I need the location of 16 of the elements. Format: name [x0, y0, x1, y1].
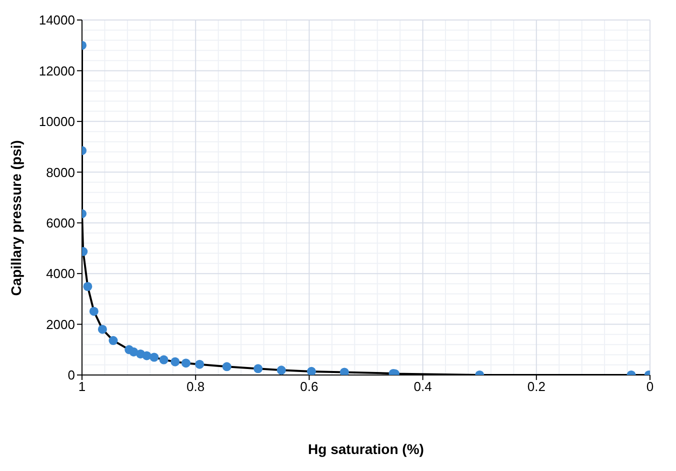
x-tick-label: 1: [78, 379, 86, 394]
y-tick-label: 2000: [46, 316, 75, 332]
y-tick-label: 4000: [46, 266, 75, 282]
y-tick-label: 0: [68, 368, 75, 383]
y-tick-label: 14000: [38, 12, 75, 28]
x-tick-label: 0.6: [300, 379, 318, 394]
x-axis-title: Hg saturation (%): [307, 441, 425, 457]
y-axis-title: Capillary pressure (psi): [8, 140, 24, 296]
x-tick-label: 0: [646, 379, 654, 394]
y-tick-label: 6000: [46, 215, 75, 230]
x-tick-label: 0.4: [414, 379, 432, 394]
x-tick-label: 0.2: [527, 379, 546, 394]
y-tick-label: 8000: [46, 164, 75, 180]
y-tick-label: 10000: [38, 114, 75, 130]
y-tick-label: 12000: [38, 63, 75, 78]
x-tick-label: 0.8: [186, 379, 205, 394]
